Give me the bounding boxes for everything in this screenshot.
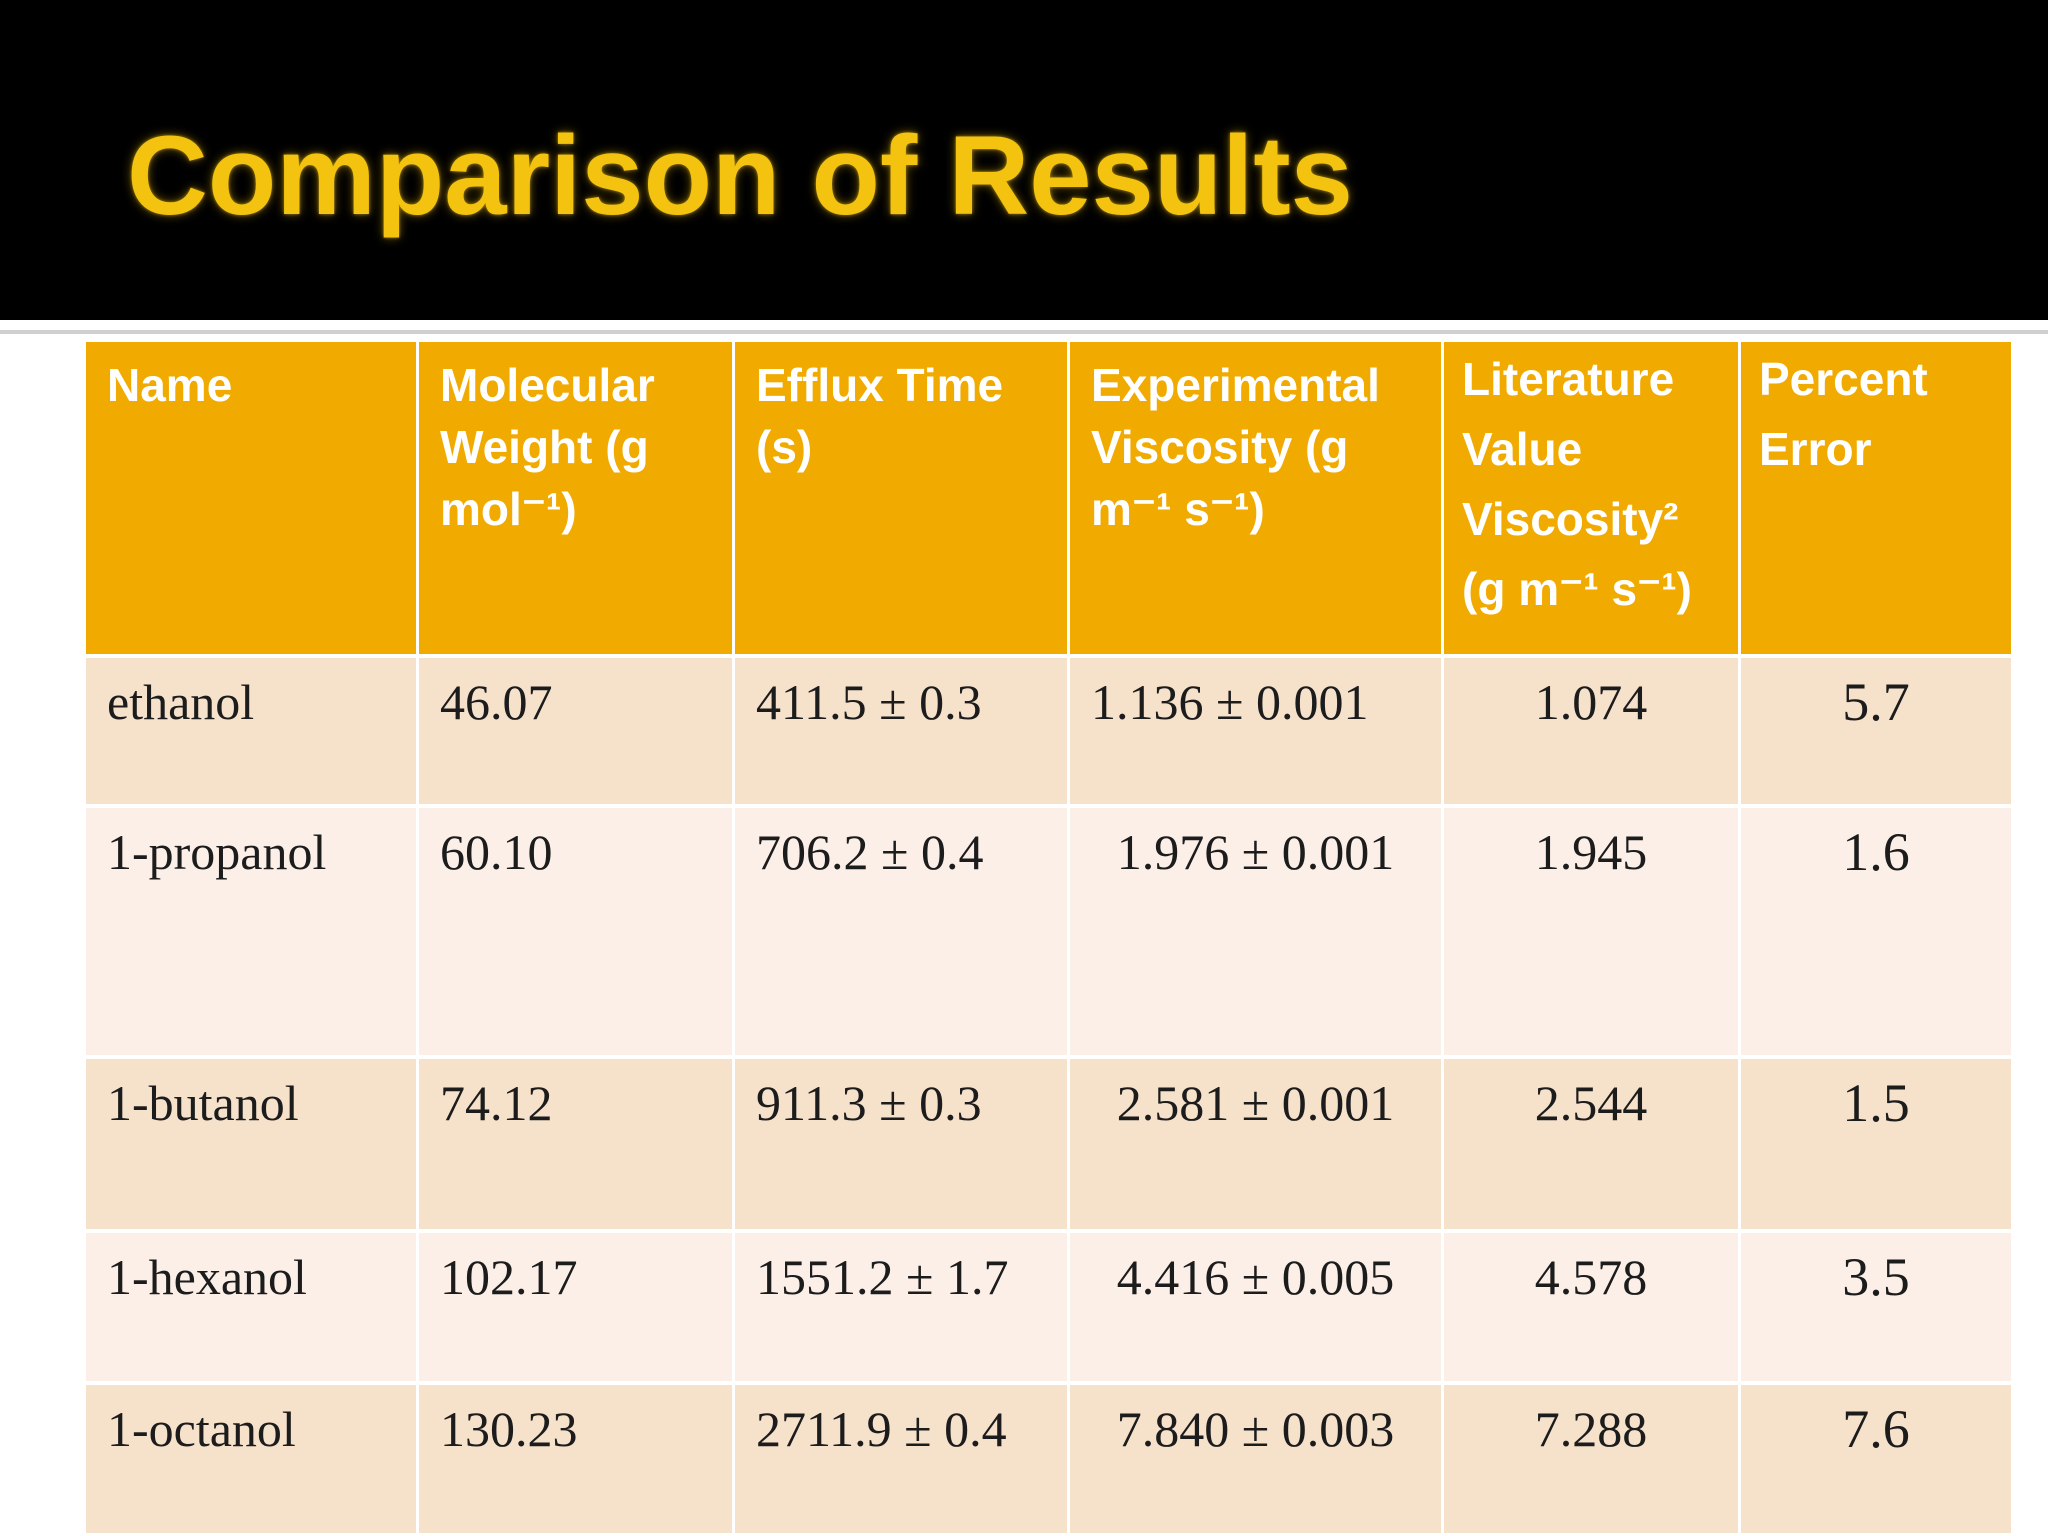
cell-molecular-weight: 60.10	[419, 808, 732, 1055]
table-row: 1-hexanol 102.17 1551.2 ± 1.7 4.416 ± 0.…	[86, 1233, 2011, 1381]
cell-percent-error: 3.5	[1741, 1233, 2011, 1381]
cell-efflux-time: 706.2 ± 0.4	[735, 808, 1067, 1055]
cell-experimental-viscosity: 1.976 ± 0.001	[1070, 808, 1441, 1055]
table-row: ethanol 46.07 411.5 ± 0.3 1.136 ± 0.001 …	[86, 658, 2011, 804]
cell-efflux-time: 411.5 ± 0.3	[735, 658, 1067, 804]
title-divider	[0, 330, 2048, 334]
cell-molecular-weight: 46.07	[419, 658, 732, 804]
cell-molecular-weight: 102.17	[419, 1233, 732, 1381]
cell-name: 1-propanol	[86, 808, 416, 1055]
cell-efflux-time: 1551.2 ± 1.7	[735, 1233, 1067, 1381]
cell-experimental-viscosity: 7.840 ± 0.003	[1070, 1385, 1441, 1533]
cell-name: 1-octanol	[86, 1385, 416, 1533]
table-header-row: Name Molecular Weight (g mol⁻¹) Efflux T…	[86, 342, 2011, 654]
table-row: 1-octanol 130.23 2711.9 ± 0.4 7.840 ± 0.…	[86, 1385, 2011, 1533]
table-row: 1-butanol 74.12 911.3 ± 0.3 2.581 ± 0.00…	[86, 1059, 2011, 1229]
cell-literature-viscosity: 1.945	[1444, 808, 1738, 1055]
cell-literature-viscosity: 2.544	[1444, 1059, 1738, 1229]
cell-efflux-time: 2711.9 ± 0.4	[735, 1385, 1067, 1533]
cell-molecular-weight: 74.12	[419, 1059, 732, 1229]
cell-experimental-viscosity: 2.581 ± 0.001	[1070, 1059, 1441, 1229]
cell-experimental-viscosity: 4.416 ± 0.005	[1070, 1233, 1441, 1381]
cell-name: 1-hexanol	[86, 1233, 416, 1381]
header-cell-experimental-viscosity: Experimental Viscosity (g m⁻¹ s⁻¹)	[1070, 342, 1441, 654]
cell-percent-error: 5.7	[1741, 658, 2011, 804]
table-row: 1-propanol 60.10 706.2 ± 0.4 1.976 ± 0.0…	[86, 808, 2011, 1055]
cell-name: 1-butanol	[86, 1059, 416, 1229]
cell-name: ethanol	[86, 658, 416, 804]
cell-efflux-time: 911.3 ± 0.3	[735, 1059, 1067, 1229]
slide-title: Comparison of Results	[127, 113, 1353, 238]
header-cell-literature-viscosity: Literature Value Viscosity² (g m⁻¹ s⁻¹)	[1444, 342, 1738, 654]
cell-percent-error: 1.6	[1741, 808, 2011, 1055]
cell-literature-viscosity: 4.578	[1444, 1233, 1738, 1381]
cell-literature-viscosity: 7.288	[1444, 1385, 1738, 1533]
title-bar: Comparison of Results	[0, 0, 2048, 320]
cell-percent-error: 1.5	[1741, 1059, 2011, 1229]
results-table: Name Molecular Weight (g mol⁻¹) Efflux T…	[86, 342, 2011, 1533]
cell-experimental-viscosity: 1.136 ± 0.001	[1070, 658, 1441, 804]
header-cell-molecular-weight: Molecular Weight (g mol⁻¹)	[419, 342, 732, 654]
cell-percent-error: 7.6	[1741, 1385, 2011, 1533]
header-cell-efflux-time: Efflux Time (s)	[735, 342, 1067, 654]
header-cell-name: Name	[86, 342, 416, 654]
header-cell-percent-error: Percent Error	[1741, 342, 2011, 654]
cell-literature-viscosity: 1.074	[1444, 658, 1738, 804]
cell-molecular-weight: 130.23	[419, 1385, 732, 1533]
